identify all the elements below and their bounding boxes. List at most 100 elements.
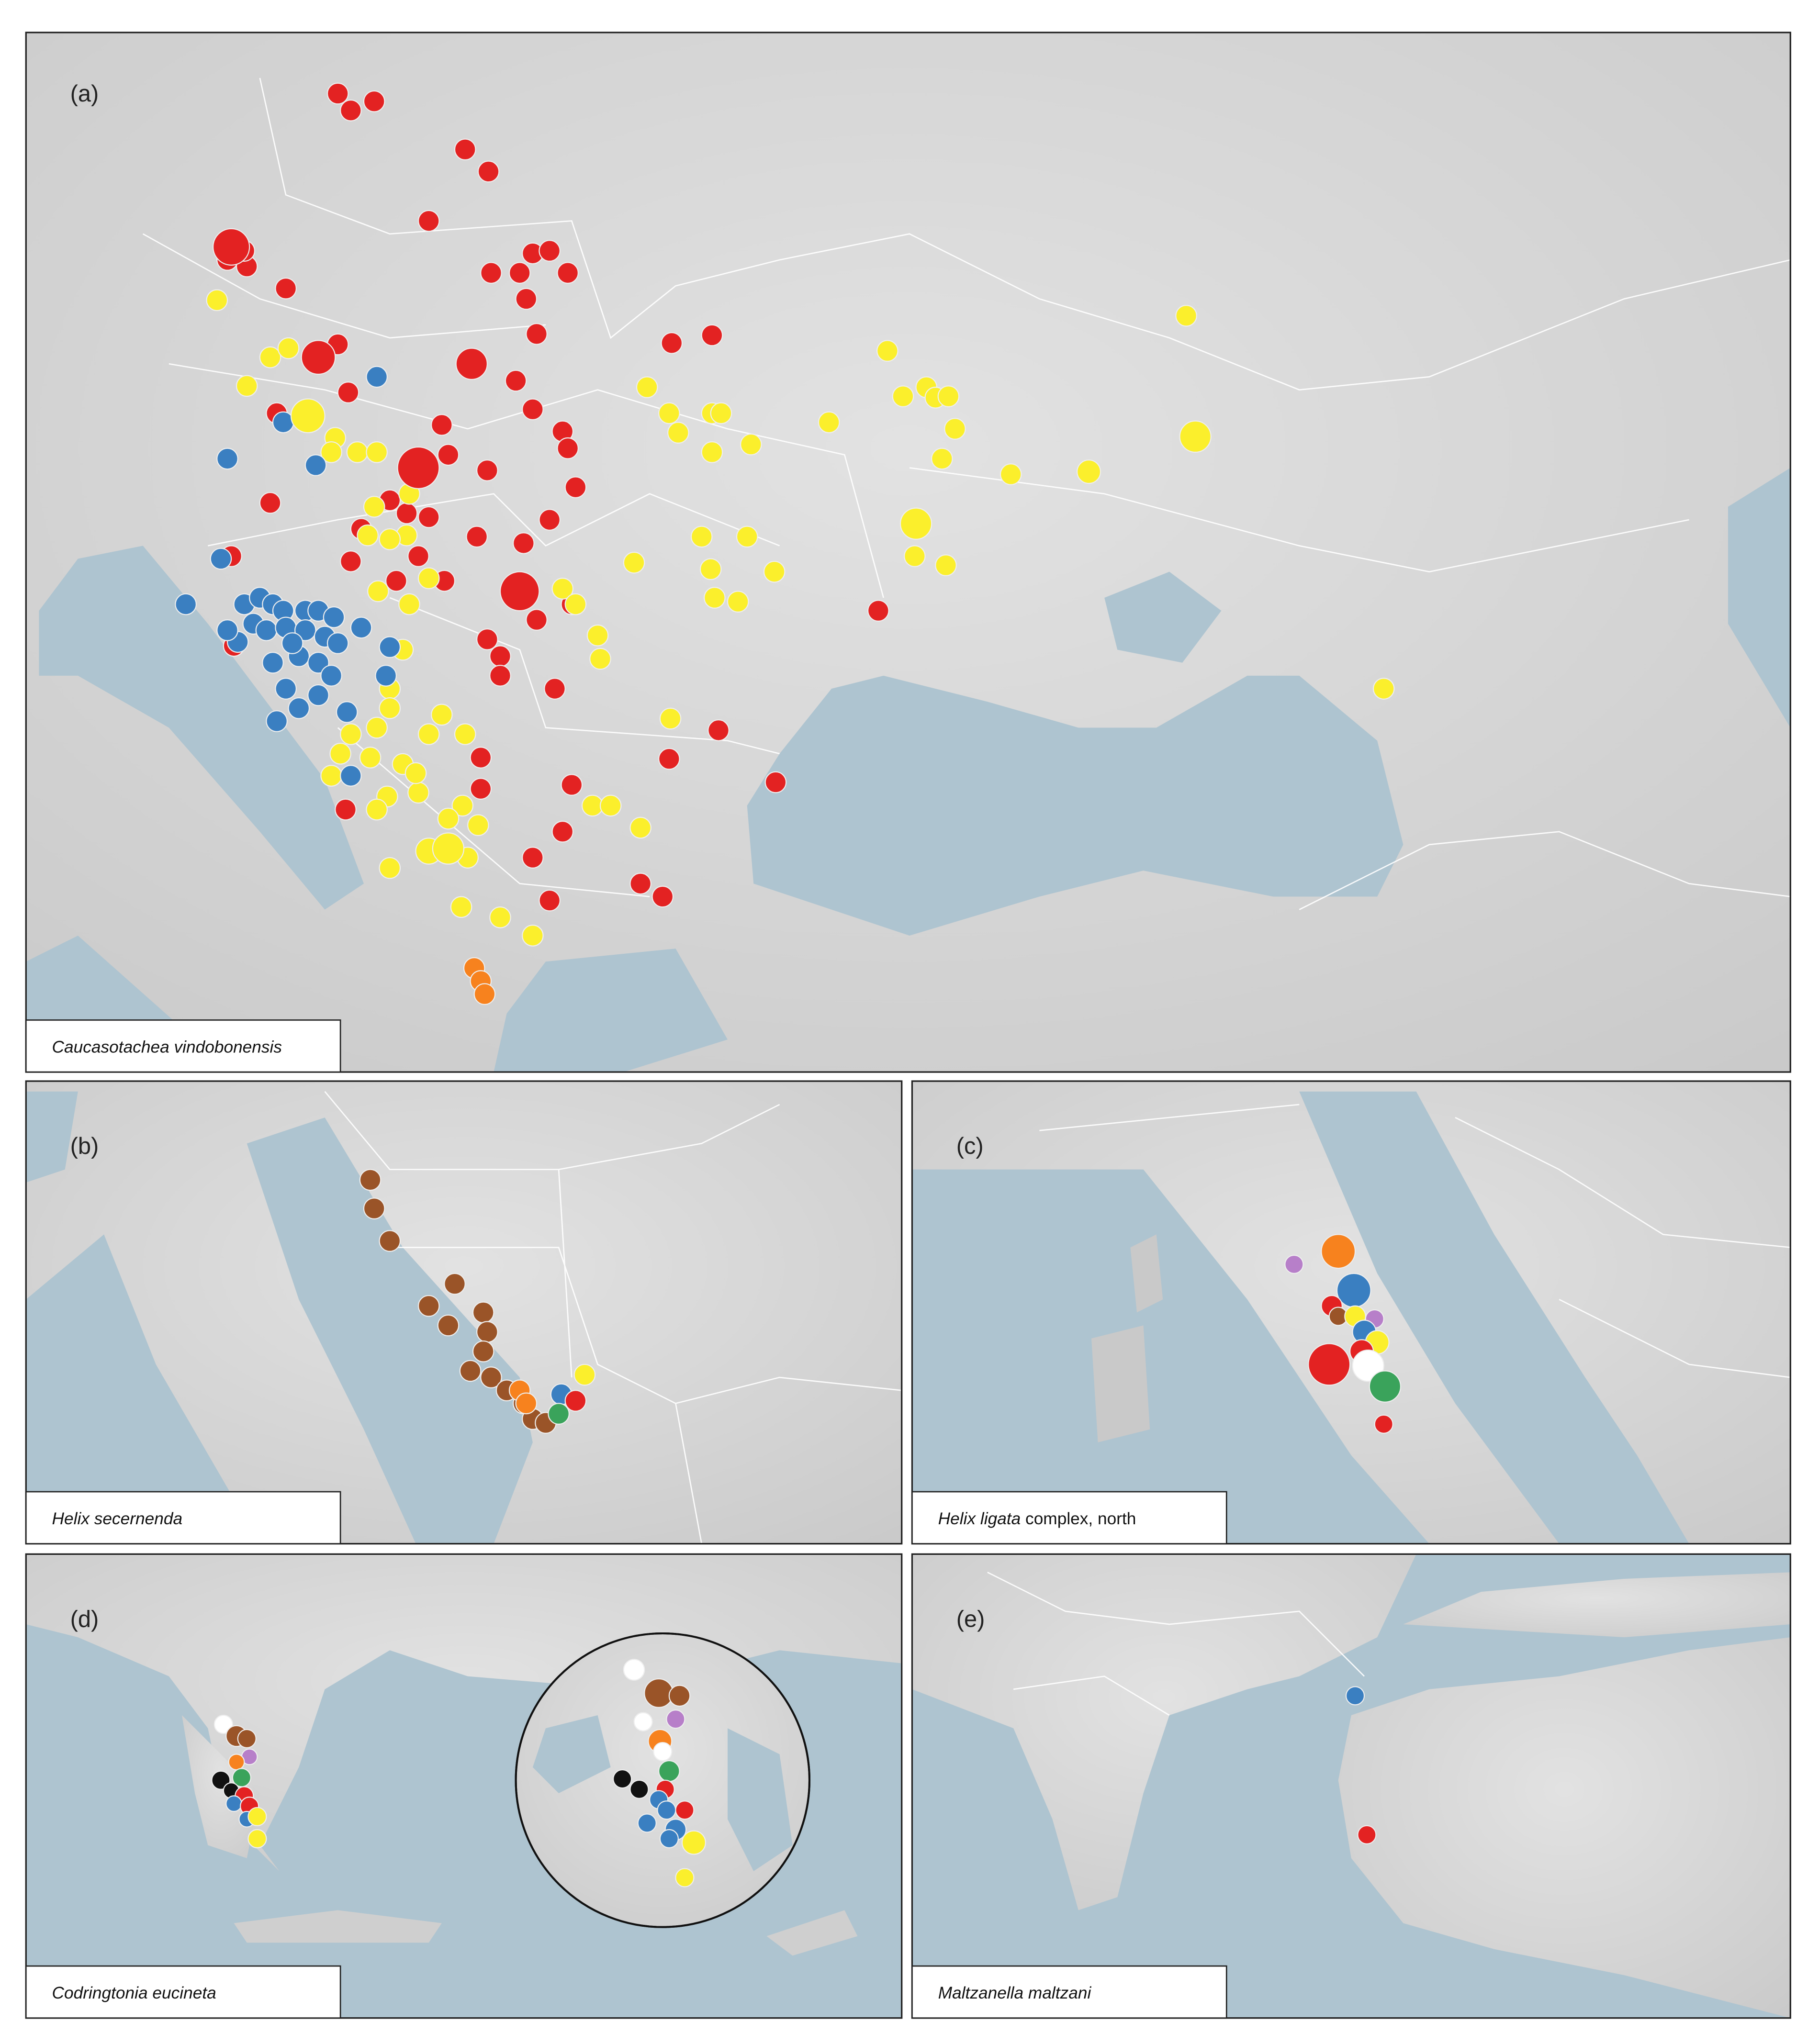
occurrence-dot (357, 524, 379, 547)
occurrence-dot (431, 704, 453, 726)
occurrence-dot (304, 454, 327, 476)
occurrence-dot (1308, 1343, 1351, 1386)
occurrence-dot (247, 1829, 267, 1849)
occurrence-dot (275, 678, 297, 700)
occurrence-dot (470, 747, 492, 769)
occurrence-dot (1321, 1234, 1356, 1269)
occurrence-dot (363, 496, 385, 518)
occurrence-dot (589, 648, 611, 670)
occurrence-dot (472, 1340, 494, 1363)
occurrence-dot (307, 651, 329, 674)
species-box (25, 1491, 341, 1545)
panel-frame (911, 1553, 1791, 2019)
occurrence-dot (437, 1314, 460, 1337)
occurrence-dot (417, 567, 440, 590)
occurrence-dot (489, 645, 511, 667)
occurrence-dot (633, 1712, 653, 1731)
occurrence-dot (216, 619, 238, 641)
occurrence-dot (259, 491, 281, 514)
occurrence-dot (432, 832, 465, 865)
occurrence-dot (1345, 1686, 1365, 1706)
occurrence-dot (658, 748, 680, 770)
species-name: Helix ligata complex, north (938, 1509, 1136, 1528)
occurrence-dot (557, 437, 579, 459)
occurrence-dot (329, 743, 351, 765)
occurrence-dot (637, 1813, 657, 1833)
occurrence-dot (489, 665, 511, 687)
species-box (25, 1019, 341, 1073)
occurrence-dot (727, 591, 749, 613)
occurrence-dot (404, 762, 427, 784)
occurrence-dot (505, 369, 527, 392)
occurrence-dot (564, 476, 587, 499)
occurrence-dot (935, 554, 957, 576)
occurrence-dot (586, 624, 609, 647)
occurrence-dot (944, 418, 966, 440)
occurrence-dot (437, 807, 460, 830)
occurrence-dot (473, 983, 496, 1005)
occurrence-dot (526, 323, 548, 345)
occurrence-dot (599, 794, 622, 817)
occurrence-dot (417, 210, 440, 232)
occurrence-dot (544, 678, 566, 700)
occurrence-dot (561, 774, 583, 796)
occurrence-dot (522, 925, 544, 947)
occurrence-dot (999, 463, 1022, 485)
occurrence-dot (573, 1363, 596, 1386)
occurrence-dot (892, 385, 914, 407)
occurrence-dot (636, 376, 658, 398)
occurrence-dot (736, 525, 758, 548)
occurrence-dot (379, 528, 401, 550)
panel-e-map (912, 1554, 1791, 2018)
occurrence-dot (1369, 1370, 1402, 1403)
occurrence-dot (407, 782, 429, 804)
occurrence-dot (1336, 1273, 1371, 1308)
occurrence-dot (340, 99, 362, 122)
panel-frame (25, 1080, 903, 1545)
occurrence-dot (764, 771, 787, 793)
occurrence-dot (659, 707, 682, 730)
occurrence-dot (444, 1273, 466, 1295)
occurrence-dot (564, 1390, 587, 1412)
occurrence-dot (1179, 420, 1212, 453)
occurrence-dot (236, 375, 258, 397)
occurrence-dot (206, 289, 228, 312)
occurrence-dot (476, 1321, 498, 1343)
panel-d-map (26, 1554, 902, 2018)
occurrence-dot (366, 716, 388, 739)
occurrence-dot (551, 820, 574, 843)
occurrence-dot (522, 398, 544, 421)
occurrence-dot (320, 441, 342, 463)
occurrence-dot (707, 719, 730, 741)
occurrence-dot (653, 1742, 673, 1762)
occurrence-dot (175, 593, 197, 615)
occurrence-dot (294, 619, 316, 641)
occurrence-dot (499, 571, 540, 612)
occurrence-dot (658, 402, 680, 424)
occurrence-dot (307, 684, 329, 706)
zoom-circle (515, 1632, 811, 1928)
occurrence-dot (657, 1800, 676, 1820)
occurrence-dot (340, 550, 362, 572)
occurrence-dot (237, 1729, 257, 1749)
occurrence-dot (290, 398, 326, 434)
species-name-italic: Helix ligata (938, 1509, 1021, 1528)
occurrence-dot (513, 532, 535, 554)
panel-label: (b) (70, 1133, 99, 1159)
occurrence-dot (937, 385, 960, 407)
occurrence-dot (699, 558, 722, 581)
occurrence-dot (281, 632, 303, 654)
panel-label: (c) (956, 1133, 984, 1159)
occurrence-dot (476, 628, 498, 650)
occurrence-dot (704, 587, 726, 609)
occurrence-dot (876, 340, 898, 362)
panel-label: (a) (70, 81, 99, 107)
occurrence-dot (337, 381, 359, 403)
occurrence-dot (359, 747, 382, 769)
occurrence-dot (508, 262, 531, 284)
species-name: Codringtonia eucineta (52, 1984, 216, 2002)
occurrence-dot (623, 1659, 645, 1681)
occurrence-dot (262, 651, 284, 674)
panel-frame (25, 1553, 903, 2019)
occurrence-dot (551, 578, 574, 600)
